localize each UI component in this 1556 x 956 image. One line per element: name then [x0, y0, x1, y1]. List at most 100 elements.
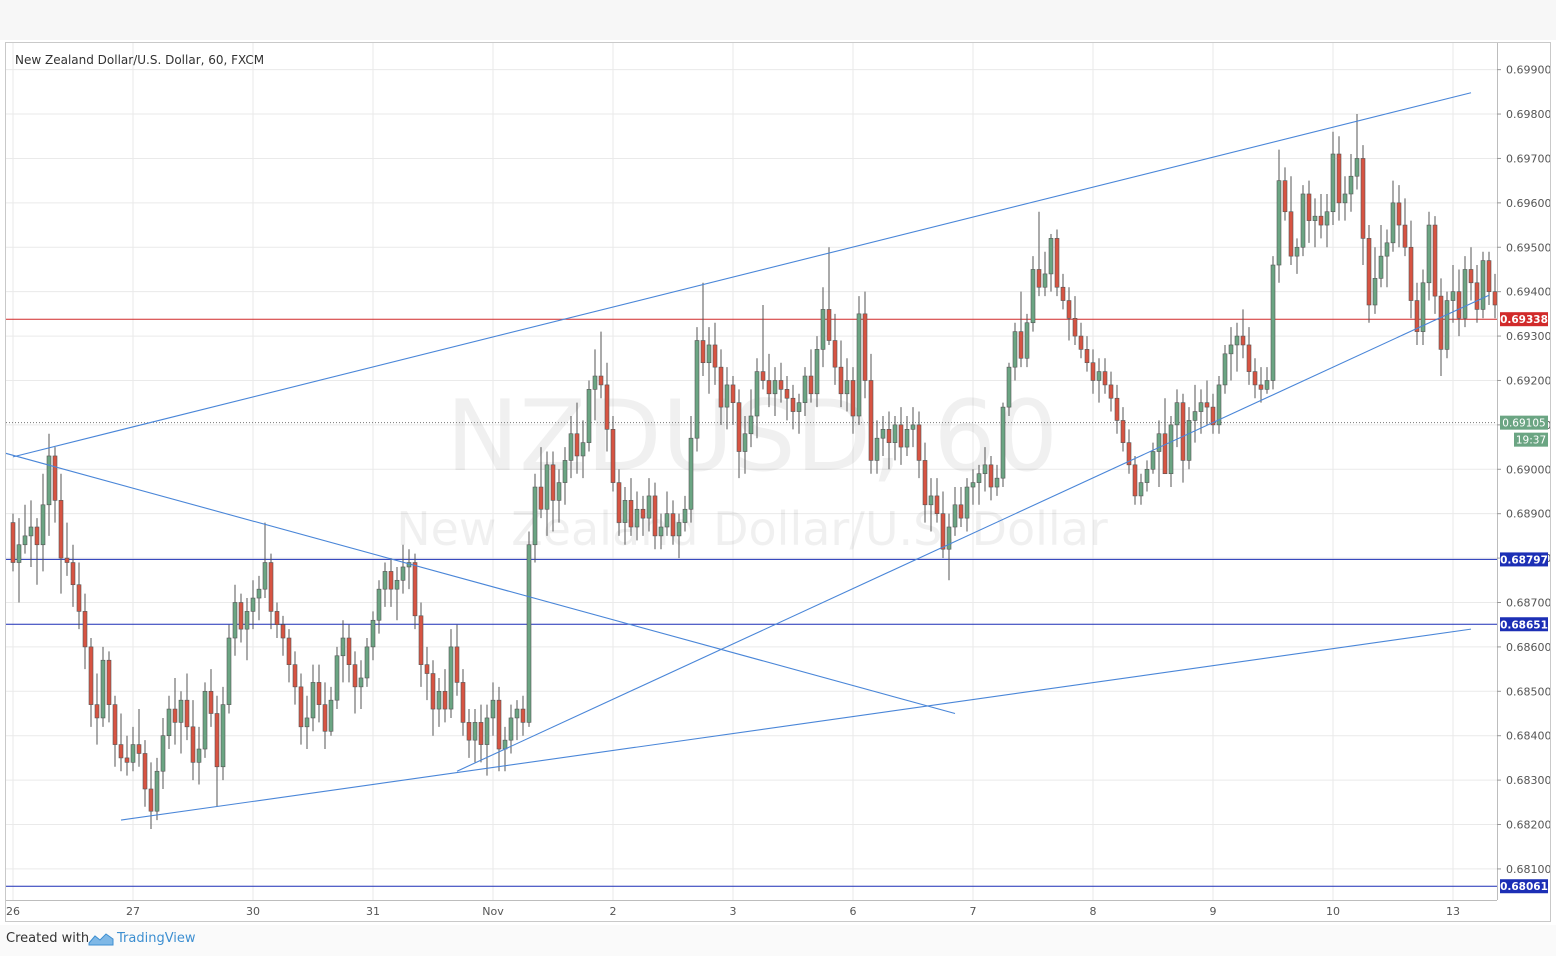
candle-body: [556, 482, 562, 501]
candle-body: [172, 708, 178, 723]
candle-body: [298, 686, 304, 728]
x-tick-label: 30: [246, 905, 260, 918]
candle-body: [700, 340, 706, 364]
y-tick-label: 0.69500: [1506, 241, 1550, 254]
candle-body: [1486, 260, 1492, 292]
candle-body: [988, 464, 994, 488]
candle-body: [1336, 153, 1342, 204]
candle-body: [796, 402, 802, 412]
candle-body: [1252, 371, 1258, 386]
candle-body: [934, 495, 940, 514]
countdown-label: 19:37: [1516, 435, 1546, 447]
candle-body: [1204, 402, 1210, 408]
candle-body: [352, 664, 358, 688]
candle-body: [34, 526, 40, 546]
trend-line: [12, 92, 1472, 458]
candle-body: [634, 508, 640, 528]
candle-body: [928, 495, 934, 506]
tradingview-logo-icon[interactable]: [88, 931, 114, 947]
time-axis[interactable]: 26 27 30 31 Nov 2 3 6 7 8 9 10 13: [6, 905, 1460, 918]
candle-body: [1084, 349, 1090, 364]
candle-body: [376, 588, 382, 621]
x-tick-label: 10: [1326, 905, 1340, 918]
candle-body: [1108, 384, 1114, 399]
candle-body: [196, 748, 202, 763]
candle-body: [394, 579, 400, 590]
candle-body: [1300, 193, 1306, 248]
candle-body: [1012, 331, 1018, 368]
candle-body: [166, 708, 172, 737]
candle-body: [826, 309, 832, 341]
candle-body: [496, 699, 502, 750]
trend-line: [0, 451, 956, 715]
trend-line: [120, 628, 1472, 821]
candle-body: [1030, 269, 1036, 324]
candle-body: [838, 366, 844, 395]
candle-body: [1396, 202, 1402, 226]
candlestick-chart[interactable]: NZDUSD, 60 New Zealand Dollar/U.S. Dolla…: [0, 43, 1552, 921]
candle-body: [472, 722, 478, 741]
candle-body: [310, 682, 316, 719]
x-tick-label: 13: [1446, 905, 1460, 918]
candle-body: [778, 380, 784, 390]
candle-body: [1372, 278, 1378, 306]
candle-body: [154, 770, 160, 812]
chart-frame: NZDUSD, 60 New Zealand Dollar/U.S. Dolla…: [0, 42, 1552, 922]
x-tick-label: 27: [126, 905, 140, 918]
candle-body: [664, 513, 670, 528]
candle-body: [1420, 282, 1426, 332]
level-price-tag: [1500, 617, 1548, 632]
candle-body: [706, 344, 712, 364]
candle-body: [250, 597, 256, 612]
footer: Created with TradingView: [0, 925, 1556, 956]
candle-body: [112, 704, 118, 745]
y-tick-label: 0.68300: [1506, 774, 1550, 787]
candle-body: [922, 460, 928, 506]
candle-body: [136, 744, 142, 754]
price-axis[interactable]: 0.68100 0.68200 0.68300 0.68400 0.68500 0.686…: [1497, 64, 1552, 876]
top-band: [0, 0, 1556, 40]
candle-body: [322, 704, 328, 732]
x-tick-label: 26: [6, 905, 20, 918]
candle-body: [1150, 451, 1156, 470]
tradingview-link[interactable]: TradingView: [117, 931, 196, 946]
candle-body: [1000, 406, 1006, 479]
candle-body: [580, 442, 586, 457]
candle-body: [1366, 238, 1372, 306]
candle-body: [1408, 246, 1414, 301]
candle-body: [364, 646, 370, 679]
candle-body: [1468, 269, 1474, 284]
candle-body: [730, 384, 736, 403]
x-tick-label: Nov: [482, 905, 504, 918]
candle-body: [1168, 424, 1174, 475]
candle-body: [1246, 344, 1252, 372]
candle-body: [502, 739, 508, 750]
candle-body: [466, 722, 472, 741]
candle-body: [736, 402, 742, 452]
candle-body: [508, 717, 514, 741]
candle-body: [886, 429, 892, 443]
candle-body: [904, 429, 910, 448]
candle-body: [1264, 380, 1270, 390]
candle-body: [1474, 282, 1480, 310]
candle-body: [1006, 366, 1012, 408]
candle-body: [874, 437, 880, 461]
candle-body: [616, 482, 622, 523]
candle-body: [1480, 260, 1486, 310]
y-tick-label: 0.68900: [1506, 508, 1550, 521]
candle-body: [1096, 371, 1102, 381]
x-tick-label: 6: [850, 905, 857, 918]
candle-body: [346, 637, 352, 665]
candle-body: [214, 713, 220, 768]
candle-body: [328, 699, 334, 732]
candle-body: [856, 313, 862, 417]
candle-body: [940, 513, 946, 550]
candle-body: [202, 691, 208, 750]
candle-body: [292, 664, 298, 688]
candle-body: [1054, 238, 1060, 288]
candle-body: [340, 637, 346, 657]
candle-body: [898, 424, 904, 448]
x-tick-label: 9: [1210, 905, 1217, 918]
y-tick-label: 0.69200: [1506, 374, 1550, 387]
candle-body: [10, 522, 16, 563]
